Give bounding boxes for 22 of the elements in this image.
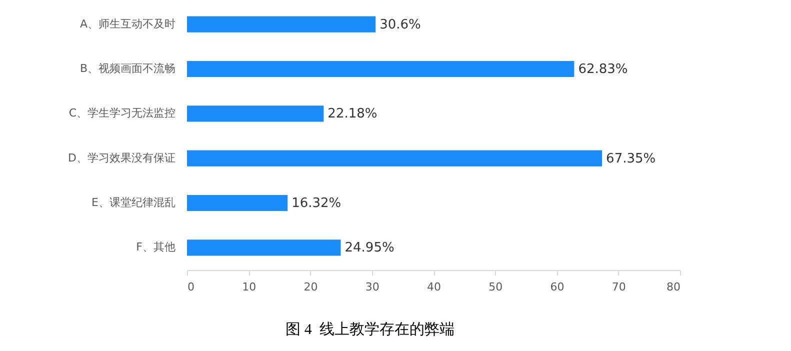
data-label: 62.83%: [578, 62, 628, 77]
y-tick-label: F、其他: [136, 240, 176, 254]
data-label: 16.32%: [292, 196, 342, 211]
x-tick-label: 60: [550, 280, 564, 294]
x-tick-label: 80: [666, 280, 680, 294]
y-tick-label: B、视频画面不流畅: [80, 62, 176, 75]
x-tick-label: 0: [188, 280, 194, 294]
x-tick-label: 20: [304, 280, 318, 294]
y-tick-label: C、学生学习无法监控: [68, 106, 176, 120]
data-label: 22.18%: [328, 106, 378, 122]
caption: 图 4 线上教学存在的弊端: [284, 320, 456, 339]
data-label: 30.6%: [380, 17, 421, 32]
data-label: 24.95%: [344, 240, 394, 256]
x-tick-label: 30: [365, 280, 380, 294]
x-tick-label: 40: [427, 280, 441, 294]
data-label: 67.35%: [606, 151, 656, 166]
x-tick-label: 10: [242, 280, 256, 294]
y-tick-label: A、师生互动不及时: [80, 17, 176, 30]
y-tick-label: E、课堂纪律混乱: [92, 196, 176, 209]
x-tick-label: 70: [612, 280, 626, 294]
x-tick-label: 50: [488, 280, 503, 294]
y-tick-label: D、学习效果没有保证: [68, 151, 176, 164]
